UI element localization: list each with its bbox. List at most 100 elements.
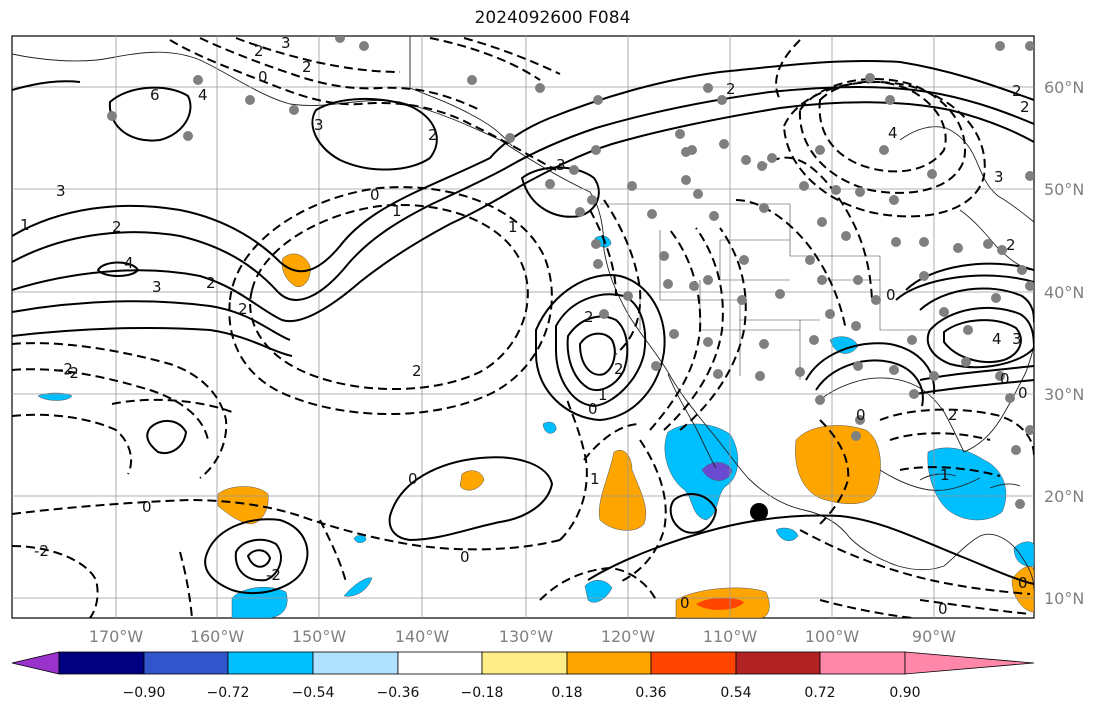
contour-label: 2 xyxy=(1012,82,1022,100)
colorbar-tick-label: 0.36 xyxy=(635,685,666,701)
colorbar-segment xyxy=(143,651,229,675)
contour-label: 1 xyxy=(508,218,518,236)
shade-blue-1 xyxy=(231,586,288,618)
lon-label: 160°W xyxy=(190,627,245,646)
contour-label: 1 xyxy=(590,470,600,488)
contour-label: 0 xyxy=(886,286,896,304)
contour-label: 0 xyxy=(408,470,418,488)
lat-label: 10°N xyxy=(1044,589,1084,608)
shade-red-1 xyxy=(696,597,744,610)
contour-label: 4 xyxy=(198,86,208,104)
contour-label: 2 xyxy=(614,360,624,378)
colorbar-tick-label: −0.18 xyxy=(461,685,504,701)
contour-label: 3 xyxy=(1012,330,1022,348)
coastlines xyxy=(12,36,1034,591)
contour-label: 3 xyxy=(152,278,162,296)
dashed-contours xyxy=(12,37,1034,618)
contour-label: -2 xyxy=(58,360,73,378)
contour-label: 2 xyxy=(206,274,216,292)
contour-label: 2 xyxy=(948,406,958,424)
colorbar-segment xyxy=(566,651,652,675)
lat-label: 40°N xyxy=(1044,283,1084,302)
contour-label: 0 xyxy=(142,498,152,516)
colorbar-segment xyxy=(58,651,145,675)
contour-label: 0 xyxy=(460,548,470,566)
lat-label: 20°N xyxy=(1044,487,1084,506)
contour-label: 2 xyxy=(726,80,736,98)
contour-label: 0 xyxy=(856,406,866,424)
contour-label: 2 xyxy=(112,218,122,236)
contour-label: -2 xyxy=(64,364,79,382)
contour-label: 0 xyxy=(258,68,268,86)
colorbar-extend-low xyxy=(11,651,60,675)
contour-labels: 2 3 0 2 3 6 4 3 2 1 2 4 3 2 0 1 2 -2 2 -… xyxy=(20,34,1030,618)
contour-label: 0 xyxy=(1000,370,1010,388)
longitude-labels: 170°W 160°W 150°W 140°W 130°W 120°W 110°… xyxy=(89,627,956,646)
contour-label: 2 xyxy=(1006,236,1016,254)
colorbar-tick-label: −0.54 xyxy=(292,685,335,701)
lon-label: 150°W xyxy=(292,627,347,646)
contour-label: 3 xyxy=(314,116,324,134)
contour-label: 3 xyxy=(281,34,291,52)
shade-blue-5 xyxy=(542,421,557,434)
contour-label: 0 xyxy=(938,600,948,618)
contour-label: 4 xyxy=(124,254,134,272)
lon-label: 110°W xyxy=(703,627,758,646)
shade-blue-12 xyxy=(1013,541,1034,567)
contour-label: 3 xyxy=(56,182,66,200)
colorbar-tick-label: 0.72 xyxy=(804,685,835,701)
colorbar-tick-label: 0.90 xyxy=(889,685,920,701)
contour-label: -2 xyxy=(34,542,49,560)
contour-label: 1 xyxy=(20,216,30,234)
contour-label: 6 xyxy=(150,86,160,104)
colorbar-tick-label: 0.18 xyxy=(551,685,582,701)
contour-label: 2 xyxy=(302,58,312,76)
lon-label: 120°W xyxy=(601,627,656,646)
shade-blue-2 xyxy=(37,392,73,401)
colorbar-ticks: −0.90 −0.72 −0.54 −0.36 −0.18 0.18 0.36 … xyxy=(123,685,921,701)
colorbar-tick-label: −0.36 xyxy=(377,685,420,701)
colorbar-tick-label: 0.54 xyxy=(720,685,751,701)
lat-label: 30°N xyxy=(1044,385,1084,404)
shade-blue-3 xyxy=(343,577,373,597)
location-marker xyxy=(750,503,768,521)
lon-label: 90°W xyxy=(912,627,956,646)
shade-orange-4 xyxy=(598,450,647,531)
contour-label: 3 xyxy=(556,156,566,174)
colorbar-tick-label: −0.72 xyxy=(207,685,250,701)
shade-orange-3 xyxy=(459,470,485,491)
station-markers xyxy=(107,36,1034,509)
lon-label: 140°W xyxy=(395,627,450,646)
colorbar-extend-high xyxy=(904,651,1035,675)
lon-label: 100°W xyxy=(805,627,860,646)
solid-contours xyxy=(12,59,1034,595)
contour-label: 4 xyxy=(888,124,898,142)
contour-label: 1 xyxy=(598,386,608,404)
latitude-labels: 60°N 50°N 40°N 30°N 20°N 10°N xyxy=(1044,78,1084,608)
colorbar-segment xyxy=(819,651,906,675)
contour-label: 1 xyxy=(940,466,950,484)
contour-label: 2 xyxy=(584,308,594,326)
colorbar-segment xyxy=(397,651,483,675)
contour-label: 2 xyxy=(238,300,248,318)
shade-purple-1 xyxy=(701,462,733,481)
contour-label: 2 xyxy=(428,126,438,144)
contour-label: 0 xyxy=(1018,384,1028,402)
lat-label: 50°N xyxy=(1044,180,1084,199)
contour-label: 1 xyxy=(392,202,402,220)
shade-blue-7 xyxy=(584,580,613,603)
shade-orange-6 xyxy=(795,425,881,505)
colorbar-segment xyxy=(735,651,821,675)
plot-frame xyxy=(11,35,1035,619)
lon-label: 170°W xyxy=(89,627,144,646)
contour-label: 2 xyxy=(254,42,264,60)
colorbar-segment xyxy=(650,651,737,675)
contour-label: -2 xyxy=(266,566,281,584)
shade-blue-9 xyxy=(775,527,799,542)
colorbar xyxy=(11,651,1035,675)
lon-label: 130°W xyxy=(499,627,554,646)
colorbar-tick-label: −0.90 xyxy=(123,685,166,701)
contour-label: 3 xyxy=(994,168,1004,186)
shade-orange-7 xyxy=(1011,566,1034,613)
